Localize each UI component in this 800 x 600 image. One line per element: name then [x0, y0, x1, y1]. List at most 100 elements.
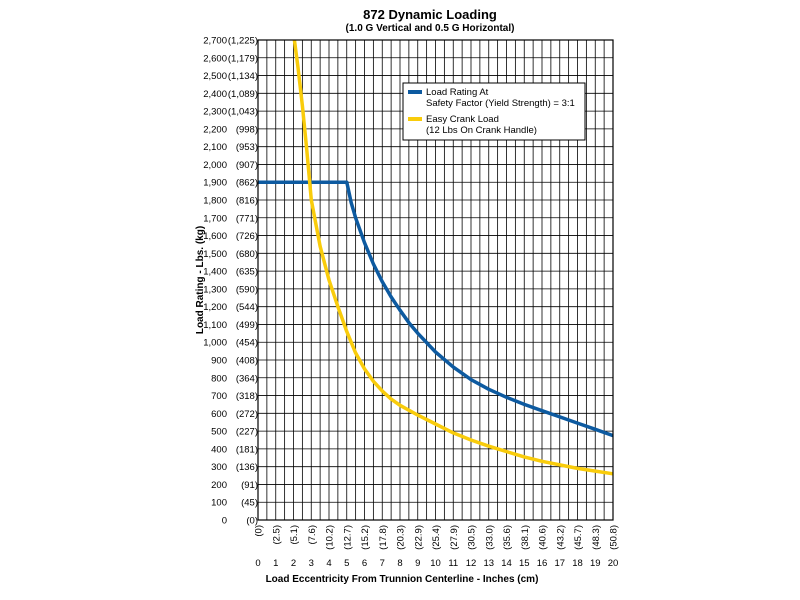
x-tick-label-metric: (43.2) — [555, 525, 566, 550]
x-tick-label: 9 — [415, 558, 420, 569]
y-tick-label-metric: (862) — [236, 178, 258, 189]
y-tick-label: 1,100 — [203, 320, 227, 331]
y-tick-label-metric: (953) — [236, 142, 258, 153]
y-tick-label-metric: (726) — [236, 231, 258, 242]
y-tick-label-metric: (364) — [236, 373, 258, 384]
x-tick-label-metric: (48.3) — [591, 525, 602, 550]
x-tick-label: 17 — [554, 558, 565, 569]
x-tick-label: 10 — [430, 558, 441, 569]
y-tick-label-metric: (136) — [236, 462, 258, 473]
y-tick-label: 2,100 — [203, 142, 227, 153]
x-tick-label-metric: (2.5) — [271, 525, 282, 545]
x-tick-label: 5 — [344, 558, 349, 569]
y-tick-label-metric: (1,134) — [228, 71, 258, 82]
x-tick-label-metric: (27.9) — [449, 525, 460, 550]
legend-label: Safety Factor (Yield Strength) = 3:1 — [426, 98, 575, 109]
x-tick-label-metric: (50.8) — [609, 525, 620, 550]
y-tick-label: 200 — [211, 480, 227, 491]
x-axis-title: Load Eccentricity From Trunnion Centerli… — [266, 574, 539, 585]
x-tick-label-metric: (33.0) — [484, 525, 495, 550]
chart-title: 872 Dynamic Loading — [363, 7, 497, 22]
y-tick-label-metric: (45) — [241, 498, 258, 509]
y-tick-label-metric: (1,225) — [228, 36, 258, 47]
y-tick-label: 2,400 — [203, 89, 227, 100]
y-tick-label-metric: (590) — [236, 284, 258, 295]
y-tick-label: 0 — [222, 516, 227, 527]
x-tick-label-metric: (12.7) — [342, 525, 353, 550]
y-tick-label-metric: (91) — [241, 480, 258, 491]
y-tick-label: 2,200 — [203, 124, 227, 135]
y-tick-label: 1,900 — [203, 178, 227, 189]
y-tick-label-metric: (1,179) — [228, 53, 258, 64]
x-tick-label-metric: (25.4) — [431, 525, 442, 550]
x-tick-label: 11 — [448, 558, 458, 569]
y-tick-label-metric: (635) — [236, 267, 258, 278]
x-tick-label-metric: (10.2) — [325, 525, 336, 550]
y-tick-label-metric: (0) — [246, 516, 258, 527]
x-tick-label: 18 — [572, 558, 583, 569]
x-tick-label-metric: (7.6) — [307, 525, 318, 545]
y-tick-label: 1,400 — [203, 267, 227, 278]
series-line-1 — [258, 180, 614, 438]
y-tick-label: 1,800 — [203, 196, 227, 207]
y-tick-label-metric: (1,043) — [228, 107, 258, 118]
x-tick-label-metric: (30.5) — [467, 525, 478, 550]
x-tick-label: 19 — [590, 558, 601, 569]
x-tick-label-metric: (15.2) — [360, 525, 371, 550]
y-axis-title: Load Rating - Lbs. (kg) — [195, 226, 206, 334]
x-tick-label-metric: (45.7) — [573, 525, 584, 550]
x-tick-label-metric: (0) — [254, 525, 265, 537]
x-tick-label: 20 — [608, 558, 619, 569]
y-tick-label: 2,600 — [203, 53, 227, 64]
y-tick-label: 1,000 — [203, 338, 227, 349]
y-tick-label: 300 — [211, 462, 227, 473]
x-tick-label-metric: (17.8) — [378, 525, 389, 550]
y-tick-label: 1,600 — [203, 231, 227, 242]
y-tick-label: 700 — [211, 391, 227, 402]
y-tick-label-metric: (544) — [236, 302, 258, 313]
y-tick-label: 100 — [211, 498, 227, 509]
series-layer — [258, 39, 614, 476]
y-tick-label: 1,300 — [203, 284, 227, 295]
y-tick-label-metric: (318) — [236, 391, 258, 402]
x-tick-label-metric: (38.1) — [520, 525, 531, 550]
y-tick-label: 1,500 — [203, 249, 227, 260]
legend-label: (12 Lbs On Crank Handle) — [426, 125, 537, 136]
x-tick-label-metric: (22.9) — [413, 525, 424, 550]
y-tick-label-metric: (816) — [236, 196, 258, 207]
x-tick-label: 16 — [537, 558, 548, 569]
y-tick-label-metric: (1,089) — [228, 89, 258, 100]
legend-box — [402, 82, 586, 141]
y-tick-label-metric: (454) — [236, 338, 258, 349]
y-tick-label-metric: (680) — [236, 249, 258, 260]
x-tick-label-metric: (5.1) — [289, 525, 300, 545]
legend-label: Load Rating At — [426, 87, 489, 98]
y-tick-label: 2,000 — [203, 160, 227, 171]
y-axis-ticks: 0 (0) 100 (45) 200 (91) 300 (136) 400 (181) 500 (22… — [203, 36, 258, 527]
y-tick-label: 400 — [211, 444, 227, 455]
x-tick-label-metric: (20.3) — [396, 525, 407, 550]
x-tick-label-metric: (35.6) — [502, 525, 513, 550]
series-line-2 — [292, 39, 614, 476]
y-tick-label-metric: (272) — [236, 409, 258, 420]
x-tick-label: 0 — [255, 558, 260, 569]
y-tick-label-metric: (998) — [236, 124, 258, 135]
x-tick-label: 1 — [273, 558, 278, 569]
x-axis-ticks: (0) 0 (2.5) 1 (5.1) 2 (7.6) 3 (10.2) 4 (12.7) 5 (15.… — [254, 525, 620, 569]
y-tick-label: 2,500 — [203, 71, 227, 82]
y-tick-label: 600 — [211, 409, 227, 420]
y-tick-label-metric: (907) — [236, 160, 258, 171]
x-tick-label: 12 — [466, 558, 477, 569]
x-tick-label: 7 — [380, 558, 385, 569]
y-tick-label-metric: (408) — [236, 356, 258, 367]
y-tick-label: 2,700 — [203, 36, 227, 47]
y-tick-label-metric: (499) — [236, 320, 258, 331]
legend-label: Easy Crank Load — [426, 114, 499, 125]
plot-frame — [257, 39, 614, 521]
x-tick-label: 6 — [362, 558, 367, 569]
x-tick-label: 3 — [309, 558, 314, 569]
y-tick-label: 1,700 — [203, 213, 227, 224]
